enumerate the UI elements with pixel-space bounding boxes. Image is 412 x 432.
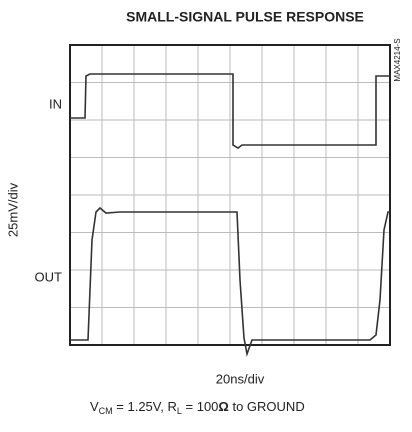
footnote: VCM = 1.25V, RL = 100Ω to GROUND (90, 399, 305, 416)
footnote-symbol: Ω (218, 399, 228, 414)
trace-label: OUT (35, 269, 63, 284)
chart-title: SMALL-SIGNAL PULSE RESPONSE (126, 9, 364, 25)
footnote-part: = 1.25V, R (113, 399, 177, 414)
footnote-part: to GROUND (229, 399, 305, 414)
plot-frame (69, 44, 391, 346)
trace-label: IN (49, 96, 62, 111)
footnote-subscript: CM (99, 406, 113, 416)
footnote-part: = 100 (182, 399, 219, 414)
footnote-part: V (90, 399, 99, 414)
y-axis-label: 25mV/div (5, 182, 20, 237)
in-trace (70, 73, 390, 149)
x-axis-label: 20ns/div (216, 371, 265, 386)
out-trace (70, 206, 390, 358)
footnote-subscript: L (177, 406, 182, 416)
grid (70, 45, 390, 345)
side-code: MAX4214-S (393, 38, 402, 81)
